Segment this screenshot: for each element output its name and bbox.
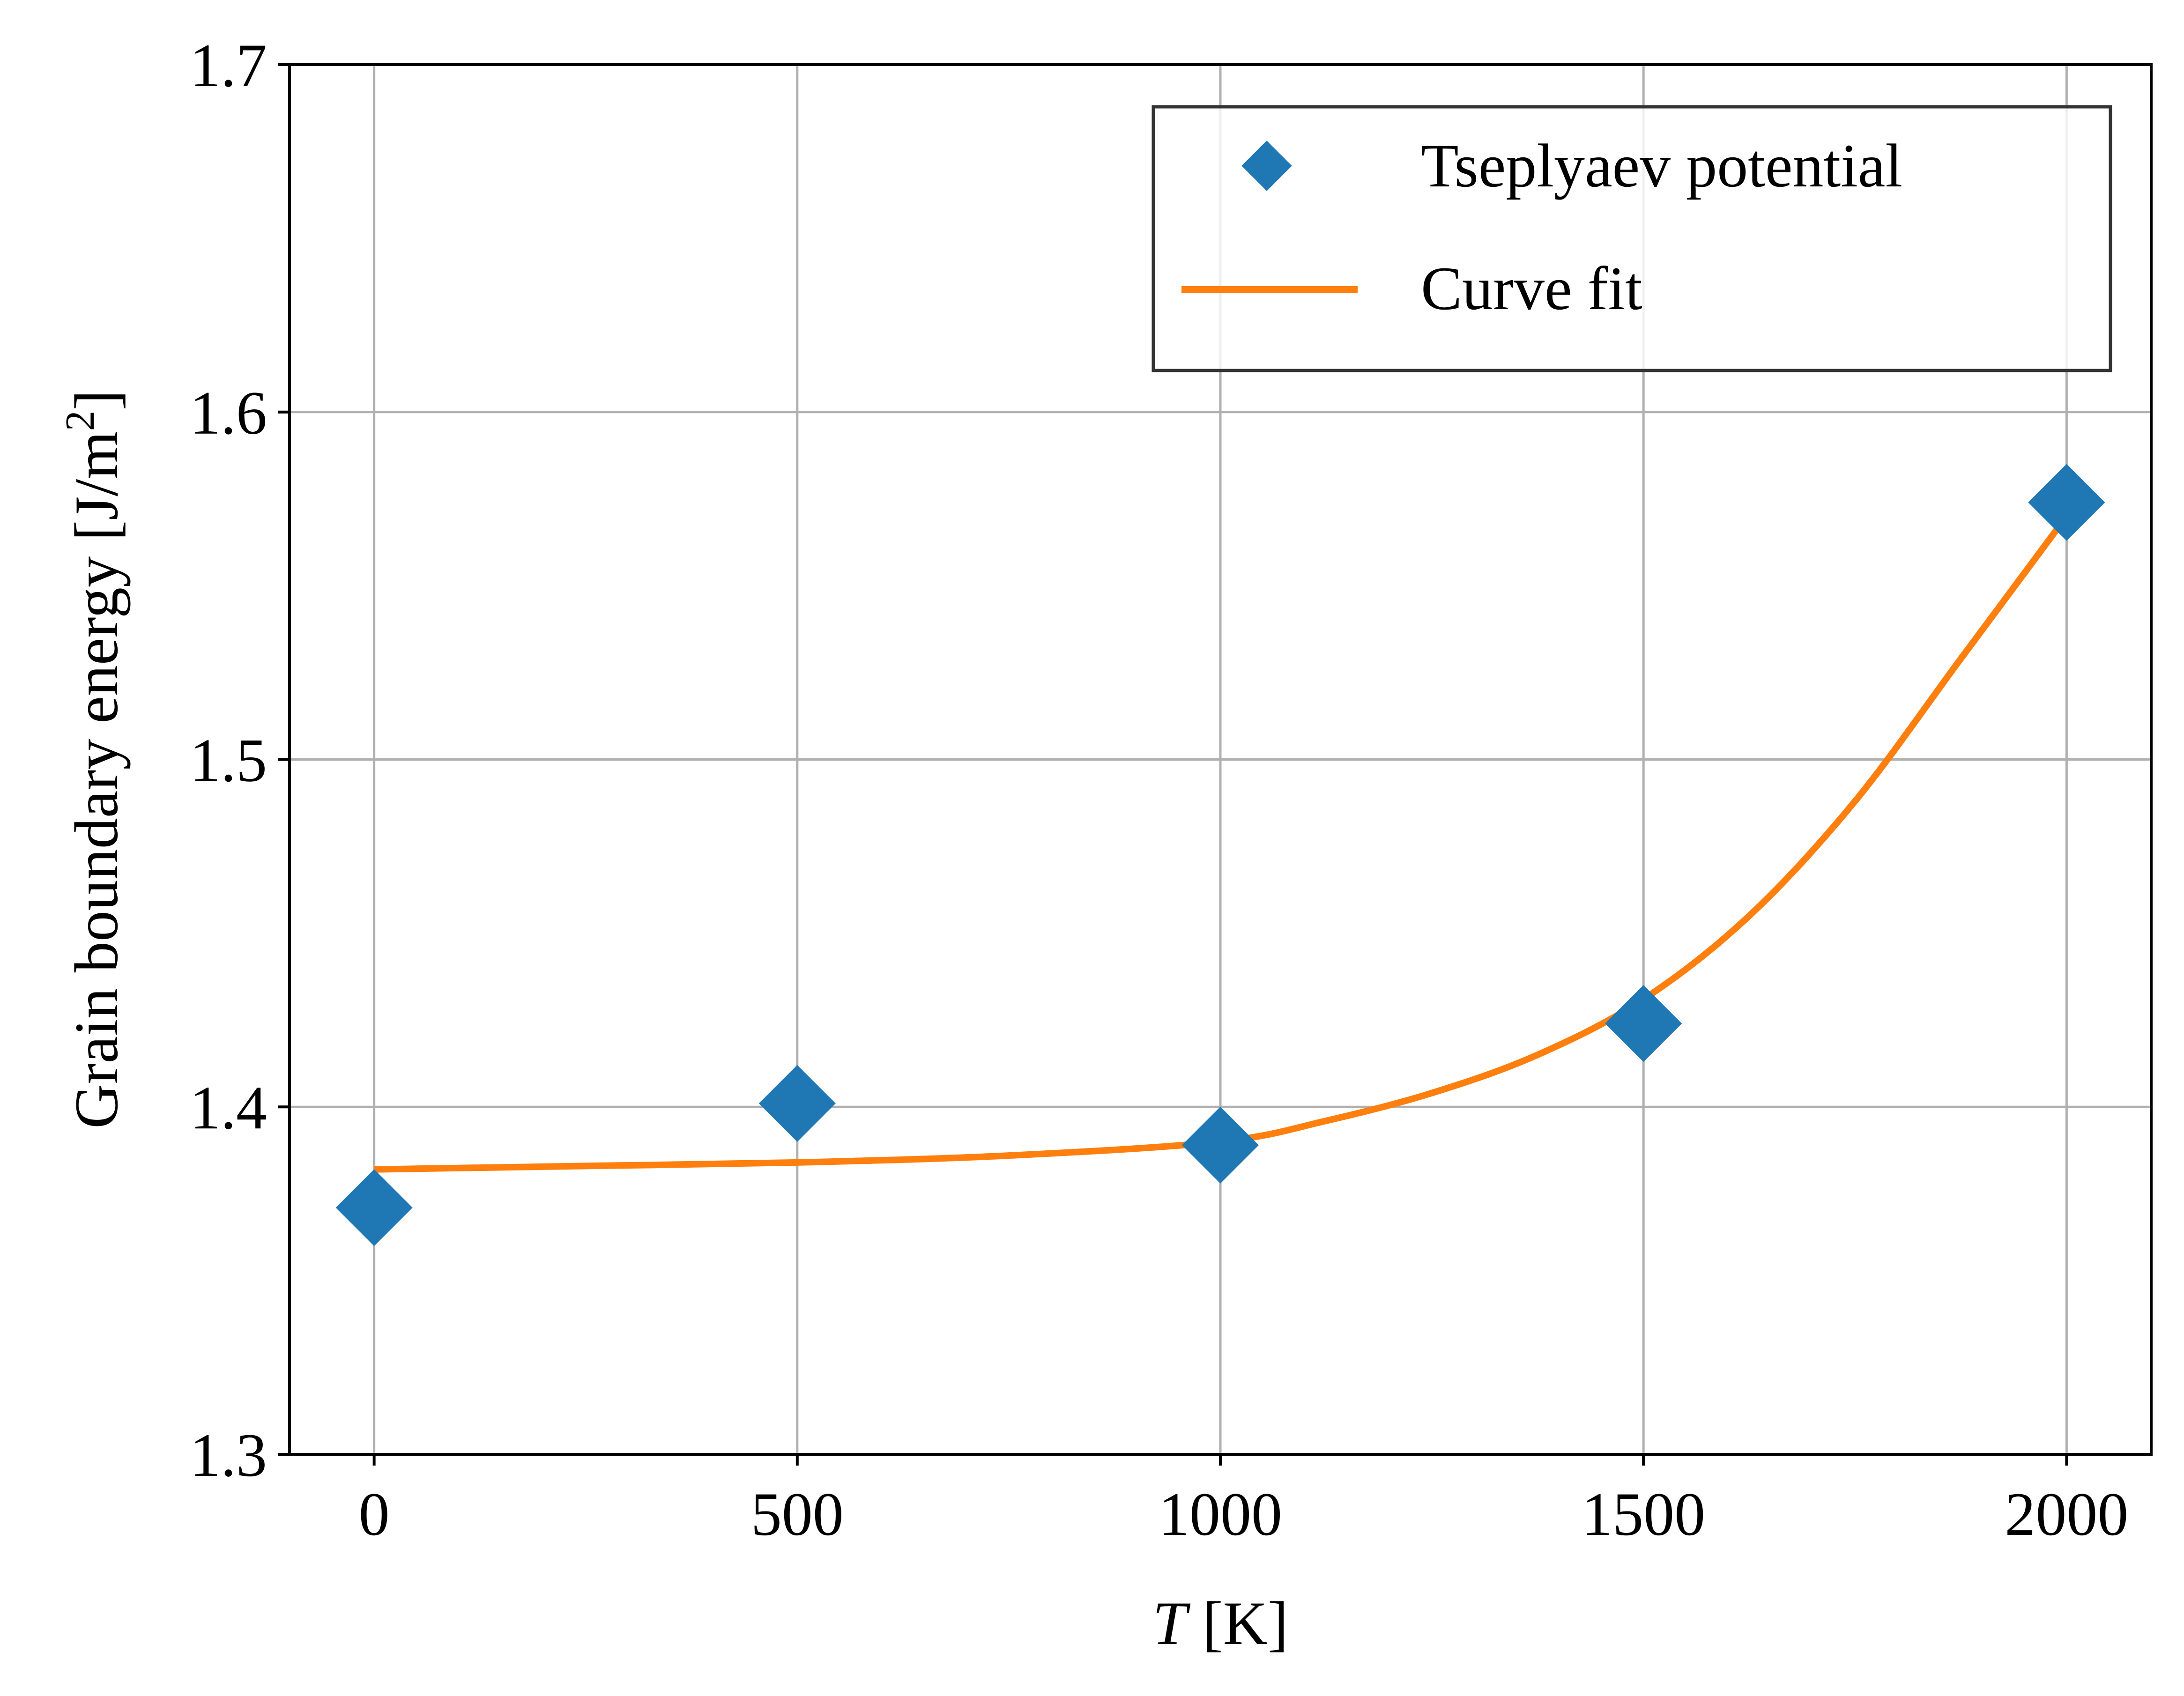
- x-axis-label-symbol: T: [1152, 1589, 1191, 1658]
- y-tick-label: 1.5: [190, 726, 267, 795]
- y-axis-label-main: Grain boundary energy [J/m: [62, 431, 131, 1129]
- y-tick-label: 1.7: [190, 31, 267, 100]
- data-point-diamond: [1605, 985, 1682, 1062]
- data-point-diamond: [1181, 1106, 1259, 1184]
- data-point-diamond: [758, 1065, 836, 1142]
- y-tick-label: 1.6: [190, 378, 267, 447]
- x-axis-ticks: 0 500 1000 1500 2000: [359, 1454, 2128, 1548]
- legend-label-tseplyaev: Tseplyaev potential: [1421, 131, 1902, 200]
- legend-box: [1151, 105, 2112, 372]
- curve-fit-line: [374, 514, 2069, 1173]
- curve-fit-series: [374, 514, 2069, 1173]
- x-tick-label: 500: [751, 1480, 844, 1548]
- y-axis-label: Grain boundary energy [J/m2]: [58, 390, 131, 1128]
- x-tick-label: 0: [359, 1480, 390, 1548]
- data-point-diamond: [335, 1169, 413, 1246]
- y-axis-ticks: 1.3 1.4 1.5 1.6 1.7: [190, 31, 290, 1489]
- y-tick-label: 1.3: [190, 1421, 267, 1489]
- y-axis-label-superscript: 2: [58, 410, 103, 431]
- legend-label-curve-fit: Curve fit: [1421, 254, 1642, 323]
- x-tick-label: 2000: [2005, 1480, 2128, 1548]
- x-axis-label: T [K]: [1152, 1589, 1288, 1658]
- x-axis-label-unit: [K]: [1187, 1589, 1288, 1658]
- y-axis-label-close: ]: [62, 390, 131, 410]
- y-tick-label: 1.4: [190, 1073, 267, 1142]
- scatter-series: [335, 464, 2105, 1246]
- data-point-diamond: [2028, 464, 2105, 541]
- x-tick-label: 1500: [1582, 1480, 1705, 1548]
- legend: Tseplyaev potential Curve fit: [1151, 105, 2112, 372]
- x-tick-label: 1000: [1159, 1480, 1282, 1548]
